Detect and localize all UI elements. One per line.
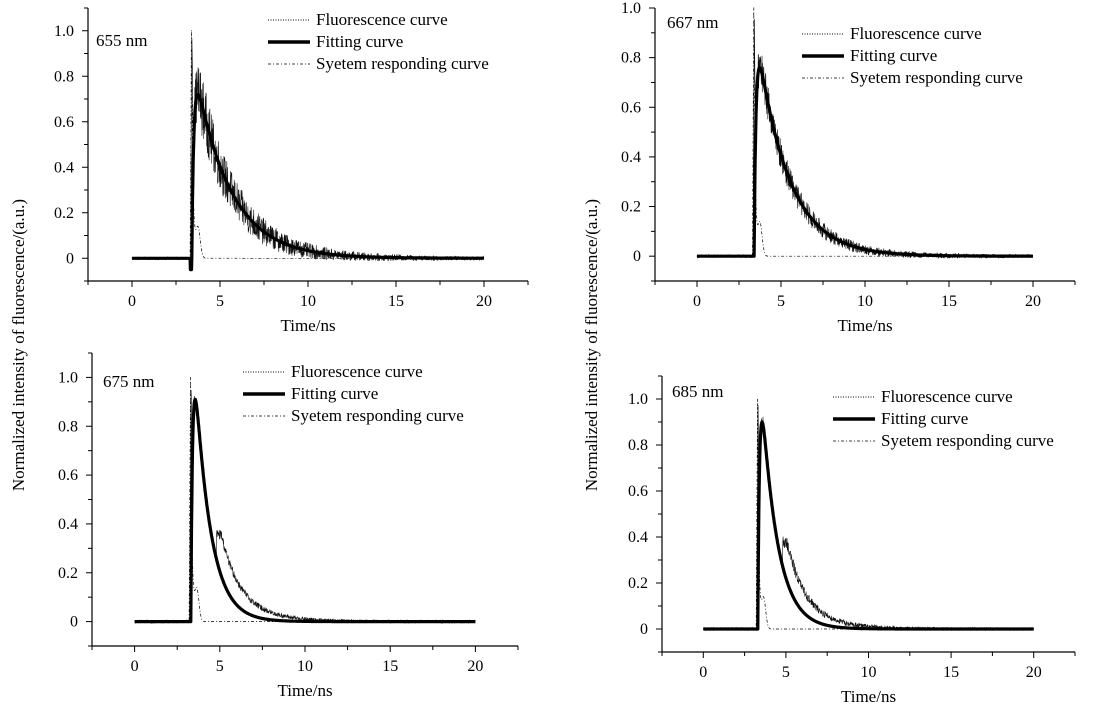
- legend-label: Fluorescence curve: [291, 362, 423, 381]
- y-tick-label: 0.8: [58, 418, 78, 435]
- legend: Fluorescence curve Fitting curve Syetem re…: [833, 387, 1054, 450]
- x-axis-title: Time/ns: [837, 316, 892, 335]
- y-tick-label: 0.2: [628, 575, 648, 592]
- panel-wavelength-label: 667 nm: [667, 13, 718, 32]
- x-tick-label: 5: [216, 658, 224, 675]
- legend-label: Fitting curve: [316, 32, 403, 51]
- x-tick-label: 15: [382, 658, 398, 675]
- y-tick-label: 0.6: [621, 99, 641, 116]
- y-tick-label: 0.4: [621, 149, 641, 166]
- x-tick-label: 5: [216, 293, 224, 310]
- panel-wavelength-label: 685 nm: [672, 382, 723, 401]
- legend-label: Fluorescence curve: [316, 10, 448, 29]
- legend: Fluorescence curve Fitting curve Syetem re…: [268, 10, 489, 73]
- chart-panels: 0 5 10 15 20 0 0.2 0.4 0.6 0.8 1.0 Time/ns 655 nm Flu…: [54, 0, 1076, 706]
- panel-wavelength-label: 655 nm: [96, 31, 147, 50]
- y-tick-label: 0: [70, 614, 78, 631]
- x-tick-label: 5: [777, 293, 785, 310]
- y-tick-label: 0.6: [54, 114, 74, 131]
- x-tick-label: 10: [857, 293, 873, 310]
- y-tick-label: 1.0: [58, 369, 78, 386]
- chart-panel-4: 0 5 10 15 20 0 0.2 0.4 0.6 0.8 1.0 Time/ns 685 nm Flu…: [628, 375, 1076, 706]
- y-tick-label: 0.8: [54, 68, 74, 85]
- chart-panel-1: 0 5 10 15 20 0 0.2 0.4 0.6 0.8 1.0 Time/ns 655 nm Flu…: [54, 7, 529, 335]
- x-axis-title: Time/ns: [277, 681, 332, 700]
- chart-panel-3: 0 5 10 15 20 0 0.2 0.4 0.6 0.8 1.0 Time/ns 675 nm Flu…: [58, 352, 519, 700]
- shared-y-axis-label-left: Normalized intensity of fluorescence/(a.…: [9, 199, 28, 491]
- y-tick-label: 0.6: [58, 467, 78, 484]
- y-tick-label: 0.4: [54, 159, 74, 176]
- x-tick-label: 0: [693, 293, 701, 310]
- y-tick-label: 0.4: [58, 516, 78, 533]
- series-fitting-line: [130, 92, 486, 272]
- series-system-response-line: [697, 7, 1033, 257]
- y-tick-label: 0: [640, 621, 648, 638]
- y-tick-label: 1.0: [54, 23, 74, 40]
- y-tick-label: 1.0: [621, 0, 641, 17]
- x-tick-label: 15: [943, 664, 959, 681]
- legend: Fluorescence curve Fitting curve Syetem re…: [802, 24, 1023, 87]
- x-axis-title: Time/ns: [280, 316, 335, 335]
- legend-label: Syetem responding curve: [291, 406, 464, 425]
- y-tick-label: 0: [633, 248, 641, 265]
- x-tick-label: 10: [297, 658, 313, 675]
- chart-panel-2: 0 5 10 15 20 0 0.2 0.4 0.6 0.8 1.0 Time/ns 667 nm Flu…: [621, 0, 1076, 335]
- legend-label: Fluorescence curve: [850, 24, 982, 43]
- legend-label: Syetem responding curve: [881, 431, 1054, 450]
- x-tick-label: 0: [131, 658, 139, 675]
- x-tick-label: 0: [699, 664, 707, 681]
- legend-label: Fitting curve: [291, 384, 378, 403]
- x-tick-label: 10: [300, 293, 316, 310]
- y-tick-label: 1.0: [628, 391, 648, 408]
- x-tick-label: 20: [467, 658, 483, 675]
- x-tick-label: 10: [861, 664, 877, 681]
- y-tick-label: 0: [66, 250, 74, 267]
- series-fitting-line: [695, 65, 1035, 258]
- legend-label: Fitting curve: [850, 46, 937, 65]
- y-tick-label: 0.8: [628, 437, 648, 454]
- series-fitting-line: [133, 397, 477, 624]
- y-tick-label: 0.2: [621, 199, 641, 216]
- shared-y-axis-label-right: Normalized intensity of fluorescence/(a.…: [582, 199, 601, 491]
- x-tick-label: 20: [1025, 293, 1041, 310]
- x-tick-label: 15: [388, 293, 404, 310]
- x-tick-label: 20: [476, 293, 492, 310]
- x-tick-label: 15: [941, 293, 957, 310]
- legend: Fluorescence curve Fitting curve Syetem re…: [243, 362, 464, 425]
- x-tick-label: 20: [1026, 664, 1042, 681]
- legend-label: Syetem responding curve: [316, 54, 489, 73]
- series-fitting-line: [701, 420, 1036, 631]
- x-tick-label: 5: [782, 664, 790, 681]
- y-tick-label: 0.2: [54, 205, 74, 222]
- y-tick-label: 0.2: [58, 565, 78, 582]
- legend-label: Fluorescence curve: [881, 387, 1013, 406]
- panel-wavelength-label: 675 nm: [103, 372, 154, 391]
- y-tick-label: 0.8: [621, 50, 641, 67]
- series-system-response-line: [132, 30, 484, 259]
- y-tick-label: 0.6: [628, 483, 648, 500]
- legend-label: Fitting curve: [881, 409, 968, 428]
- legend-label: Syetem responding curve: [850, 68, 1023, 87]
- x-tick-label: 0: [128, 293, 136, 310]
- x-axis-title: Time/ns: [841, 687, 896, 706]
- y-tick-label: 0.4: [628, 529, 648, 546]
